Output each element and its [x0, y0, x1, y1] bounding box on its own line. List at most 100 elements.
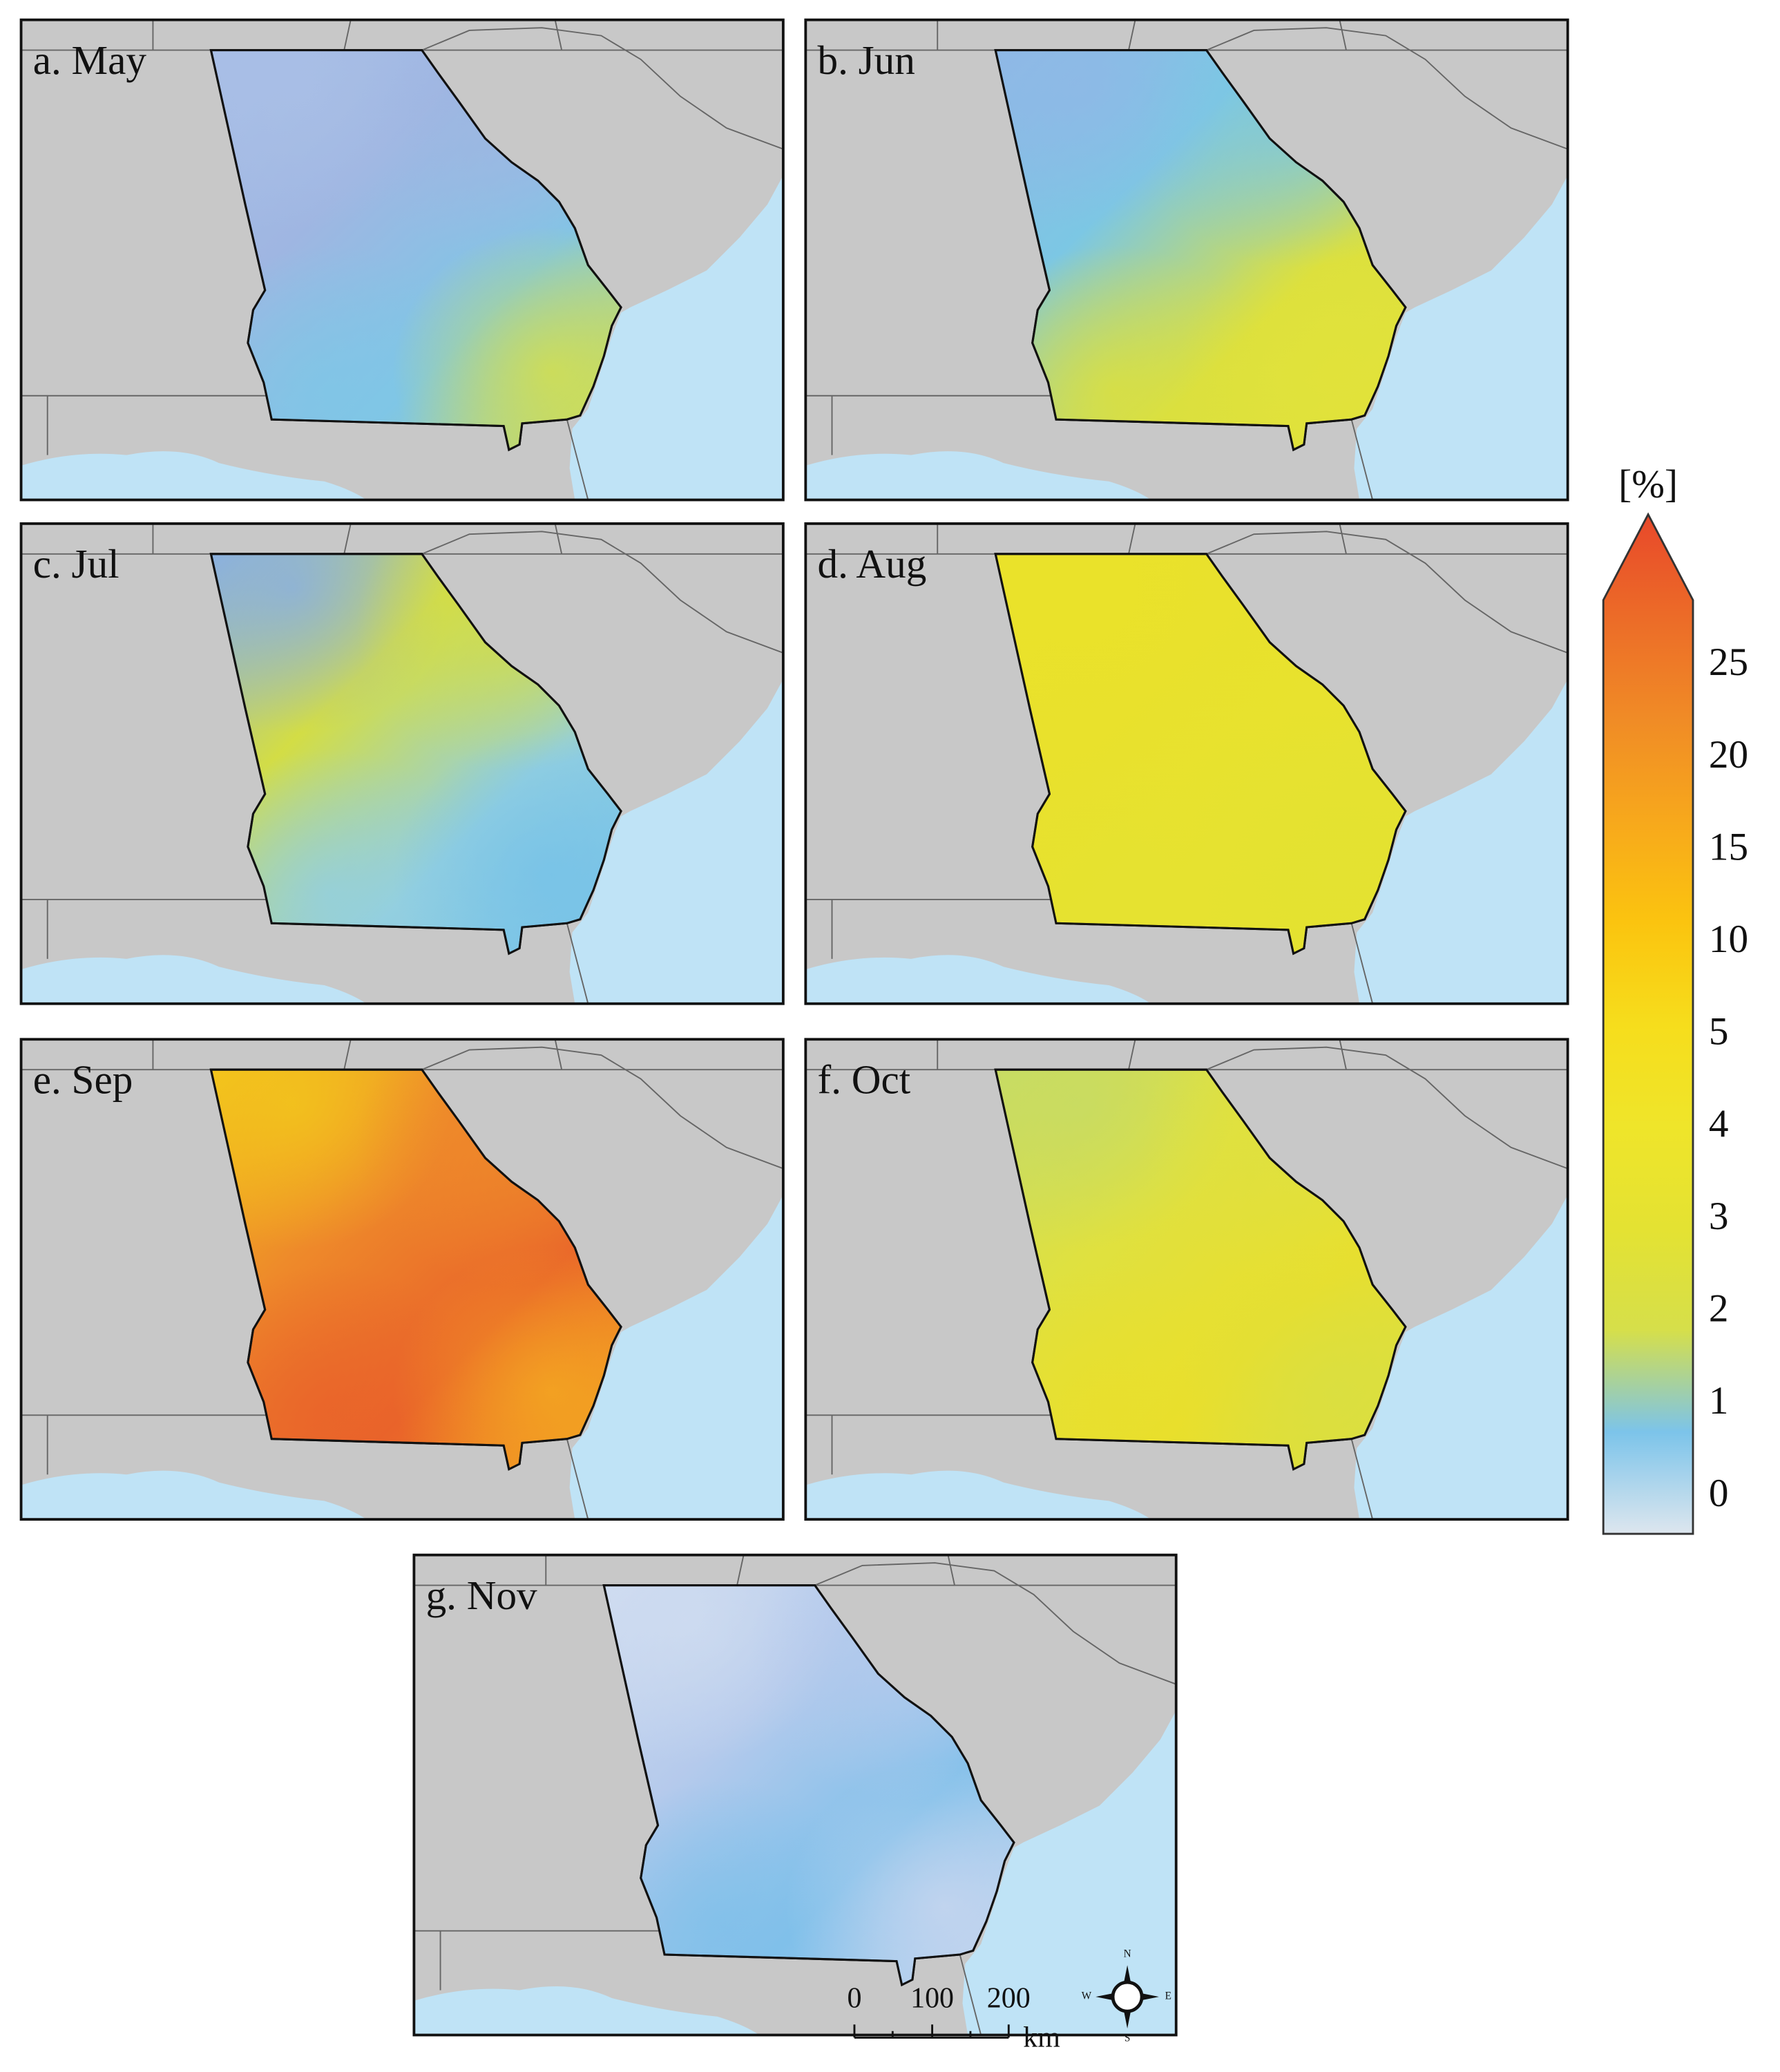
panel-frame: [19, 522, 785, 1005]
gulf: [805, 1470, 1151, 1520]
state-border: [959, 1954, 982, 2035]
state-border: [1350, 419, 1374, 500]
map-area: [21, 1039, 783, 1520]
scale-label: 200: [987, 1982, 1031, 2014]
state-border: [1339, 523, 1347, 555]
panel-frame: [412, 1553, 1178, 2037]
map-area: [805, 1039, 1568, 1520]
georgia-outline: [209, 553, 622, 956]
colorbar-tick-label: 3: [1709, 1195, 1729, 1238]
georgia-outline: [209, 1068, 622, 1471]
state-border: [1339, 1039, 1347, 1070]
gulf: [414, 1986, 760, 2035]
colorbar-tick-label: 5: [1709, 1010, 1729, 1054]
ocean: [962, 1710, 1176, 2035]
ocean: [1354, 1195, 1568, 1520]
state-border: [947, 1555, 955, 1586]
colorbar-tick-label: 2: [1709, 1287, 1729, 1331]
state-border: [343, 1039, 352, 1070]
scale-unit: km: [1023, 2022, 1060, 2054]
compass-label: W: [1082, 1990, 1092, 2002]
state-border: [1206, 27, 1568, 150]
colorbar-tick-label: 25: [1709, 640, 1748, 684]
map-panel: a. May: [19, 18, 785, 502]
state-border: [421, 1046, 783, 1170]
map-area: [21, 19, 783, 500]
state-border: [1339, 19, 1347, 50]
state-border: [566, 419, 589, 500]
panel-title: a. May: [33, 37, 147, 83]
panel-frame: [804, 1038, 1569, 1521]
state-border: [1206, 1046, 1568, 1170]
state-border: [1206, 531, 1568, 654]
panel-title: g. Nov: [426, 1572, 537, 1618]
panel-title: e. Sep: [33, 1057, 133, 1103]
map-panel: f. Oct: [804, 1038, 1569, 1521]
georgia-outline: [994, 49, 1407, 452]
colorbar-tick-label: 1: [1709, 1379, 1729, 1423]
map-area: [21, 523, 783, 1004]
compass-label: S: [1125, 2033, 1131, 2044]
colorbar: [1602, 512, 1694, 1535]
scale-label: 0: [847, 1982, 861, 2014]
panel-frame: [19, 18, 785, 502]
georgia-outline: [994, 1068, 1407, 1471]
state-border: [421, 531, 783, 654]
map-panel: b. Jun: [804, 18, 1569, 502]
panel-title: f. Oct: [818, 1057, 911, 1103]
ocean: [1354, 175, 1568, 500]
state-border: [343, 19, 352, 50]
map-panel: g. Nov: [412, 1553, 1178, 2037]
gulf: [805, 451, 1151, 500]
panel-frame: [804, 522, 1569, 1005]
map-area: [805, 523, 1568, 1004]
panel-frame: [19, 1038, 785, 1521]
state-border: [814, 1562, 1176, 1685]
ocean: [569, 175, 783, 500]
map-panel: d. Aug: [804, 522, 1569, 1005]
panel-title: b. Jun: [818, 37, 915, 83]
state-border: [736, 1555, 745, 1586]
ocean: [569, 1195, 783, 1520]
panel-title: c. Jul: [33, 541, 119, 587]
state-border: [1128, 19, 1136, 50]
state-border: [554, 523, 563, 555]
colorbar-tick-label: 20: [1709, 733, 1748, 777]
map-area: [805, 19, 1568, 500]
gulf: [21, 955, 367, 1004]
compass-label: E: [1165, 1990, 1171, 2002]
colorbar-tick-label: 15: [1709, 825, 1748, 868]
map-panel: c. Jul: [19, 522, 785, 1005]
georgia-outline: [994, 553, 1407, 956]
gulf: [21, 451, 367, 500]
state-border: [566, 1438, 589, 1520]
state-border: [421, 27, 783, 150]
colorbar-label: [%]: [1618, 462, 1678, 506]
map-area: [414, 1555, 1176, 2035]
ocean: [1354, 679, 1568, 1004]
state-border: [566, 923, 589, 1004]
georgia-outline: [209, 49, 622, 452]
state-border: [1128, 1039, 1136, 1070]
state-border: [1350, 1438, 1374, 1520]
georgia-outline: [602, 1584, 1015, 1987]
ocean: [569, 679, 783, 1004]
scale-label: 100: [910, 1982, 954, 2014]
panel-frame: [804, 18, 1569, 502]
compass-label: N: [1124, 1948, 1131, 1960]
map-panel: e. Sep: [19, 1038, 785, 1521]
state-border: [554, 19, 563, 50]
scale-bar: [853, 2024, 1010, 2039]
colorbar-tick-label: 4: [1709, 1102, 1729, 1146]
state-border: [1128, 523, 1136, 555]
compass-ring: [1111, 1980, 1144, 2013]
state-border: [554, 1039, 563, 1070]
panel-title: d. Aug: [818, 541, 927, 587]
gulf: [21, 1470, 367, 1520]
state-border: [1350, 923, 1374, 1004]
colorbar-tick-label: 0: [1709, 1472, 1729, 1515]
colorbar-tick-label: 10: [1709, 918, 1748, 961]
gulf: [805, 955, 1151, 1004]
state-border: [343, 523, 352, 555]
